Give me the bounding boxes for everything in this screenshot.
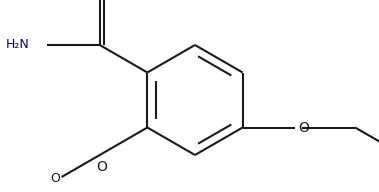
Text: H₂N: H₂N (6, 39, 30, 51)
Text: O: O (50, 172, 60, 185)
Text: O: O (298, 121, 309, 135)
Text: O: O (97, 160, 108, 174)
